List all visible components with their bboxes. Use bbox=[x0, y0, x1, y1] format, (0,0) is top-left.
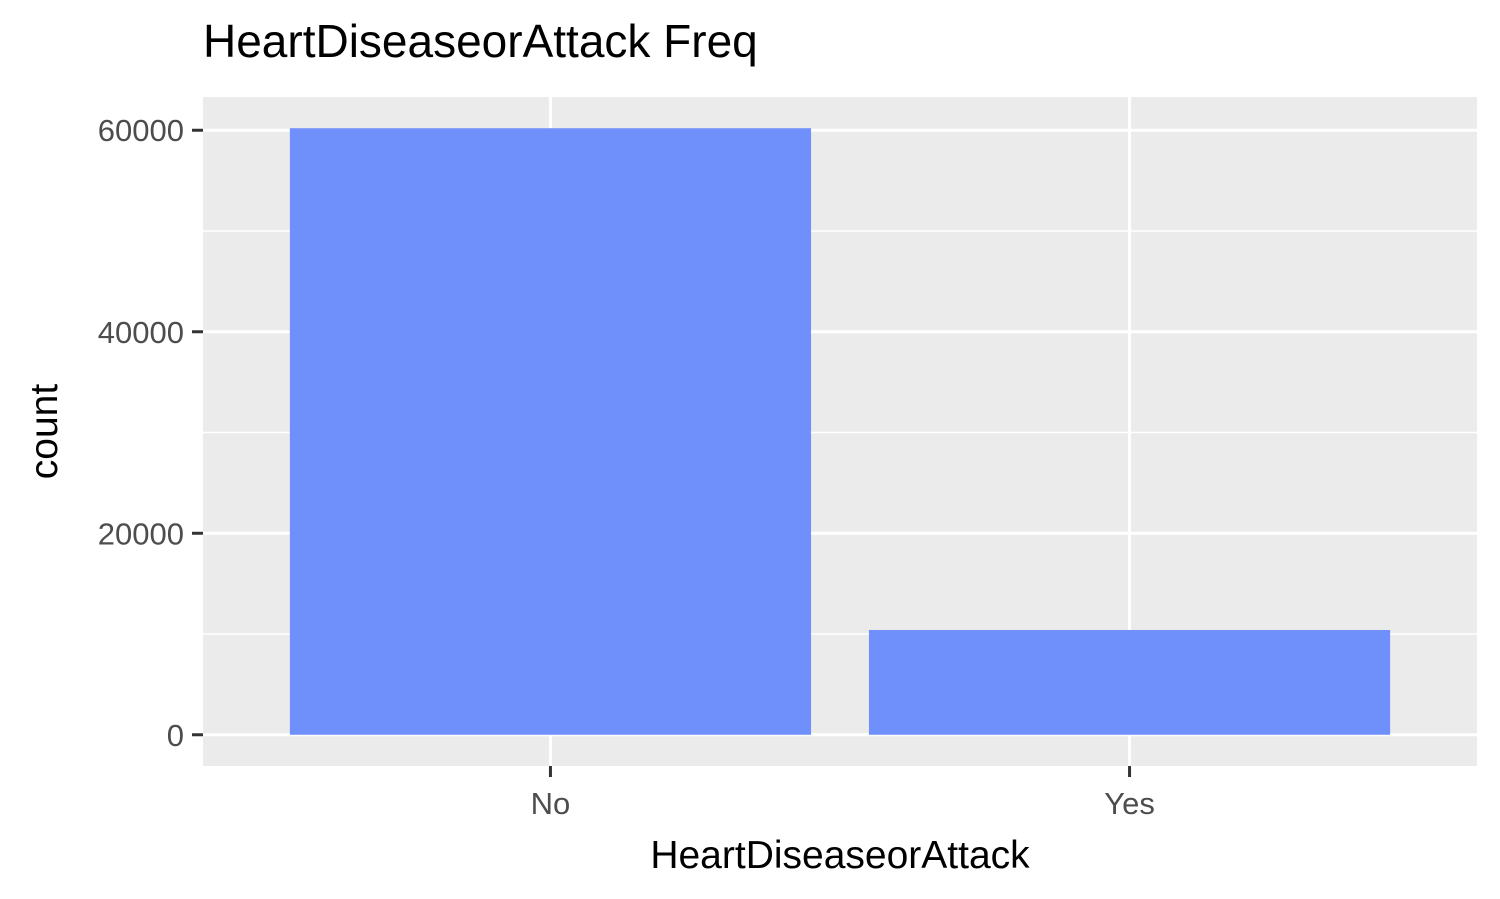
y-tick-label: 60000 bbox=[98, 113, 184, 148]
bar-yes bbox=[868, 629, 1391, 735]
x-axis-title: HeartDiseaseorAttack bbox=[650, 834, 1030, 877]
bar-no bbox=[289, 128, 812, 735]
x-tick-label: Yes bbox=[1104, 786, 1155, 821]
bars bbox=[289, 128, 1391, 735]
y-axis-title: count bbox=[23, 384, 66, 480]
x-tick-label: No bbox=[531, 786, 571, 821]
y-tick-label: 0 bbox=[167, 718, 184, 753]
x-axis: No Yes bbox=[531, 766, 1155, 821]
y-axis: 0 20000 40000 60000 bbox=[98, 113, 203, 753]
y-tick-label: 40000 bbox=[98, 315, 184, 350]
y-tick-label: 20000 bbox=[98, 516, 184, 551]
chart-title: HeartDiseaseorAttack Freq bbox=[203, 15, 758, 67]
